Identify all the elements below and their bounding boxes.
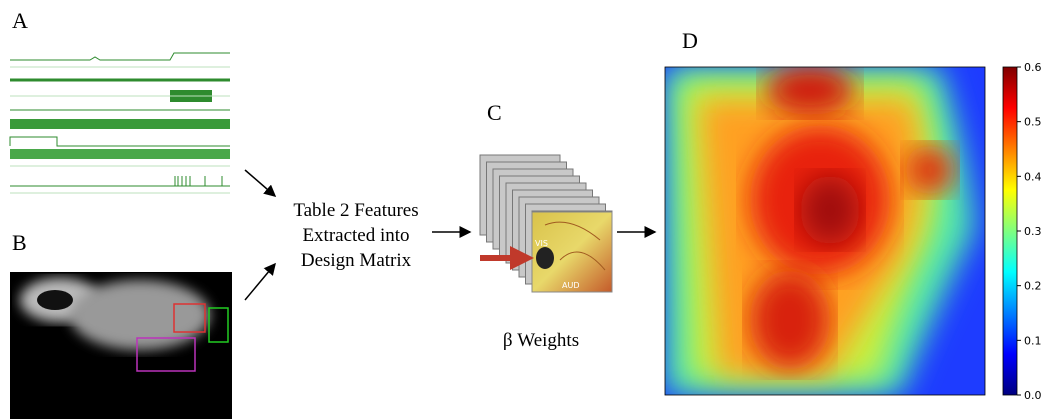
panel-label: A (12, 8, 28, 33)
colorbar-tick-label: 0.3 (1024, 225, 1042, 238)
pipeline-text: Design Matrix (301, 250, 412, 271)
panel-label: C (487, 100, 502, 125)
weights-label: β Weights (503, 330, 579, 351)
camera-image (10, 272, 232, 419)
figure: A B Table 2 Features Extracted into Desi… (0, 0, 1047, 419)
pipeline-text: Table 2 Features (293, 200, 418, 221)
colorbar-tick-label: 0.1 (1024, 334, 1042, 347)
colorbar (1003, 67, 1017, 395)
pipeline-text: Extracted into (302, 225, 409, 246)
arrow (245, 264, 275, 300)
brain-image: VIS AUD (532, 212, 612, 292)
region-label: VIS (535, 239, 548, 248)
colorbar-tick-label: 0.2 (1024, 280, 1042, 293)
trace-panel (10, 53, 230, 193)
heatmap (665, 65, 985, 395)
arrow (245, 170, 275, 196)
colorbar-tick-label: 0.4 (1024, 170, 1042, 183)
panel-label: B (12, 230, 27, 255)
colorbar-tick-label: 0.5 (1024, 116, 1042, 129)
region-label: AUD (562, 281, 580, 290)
colorbar-tick-label: 0.6 (1024, 61, 1042, 74)
panel-label: D (682, 28, 698, 53)
colorbar-tick-label: 0.0 (1024, 389, 1042, 402)
